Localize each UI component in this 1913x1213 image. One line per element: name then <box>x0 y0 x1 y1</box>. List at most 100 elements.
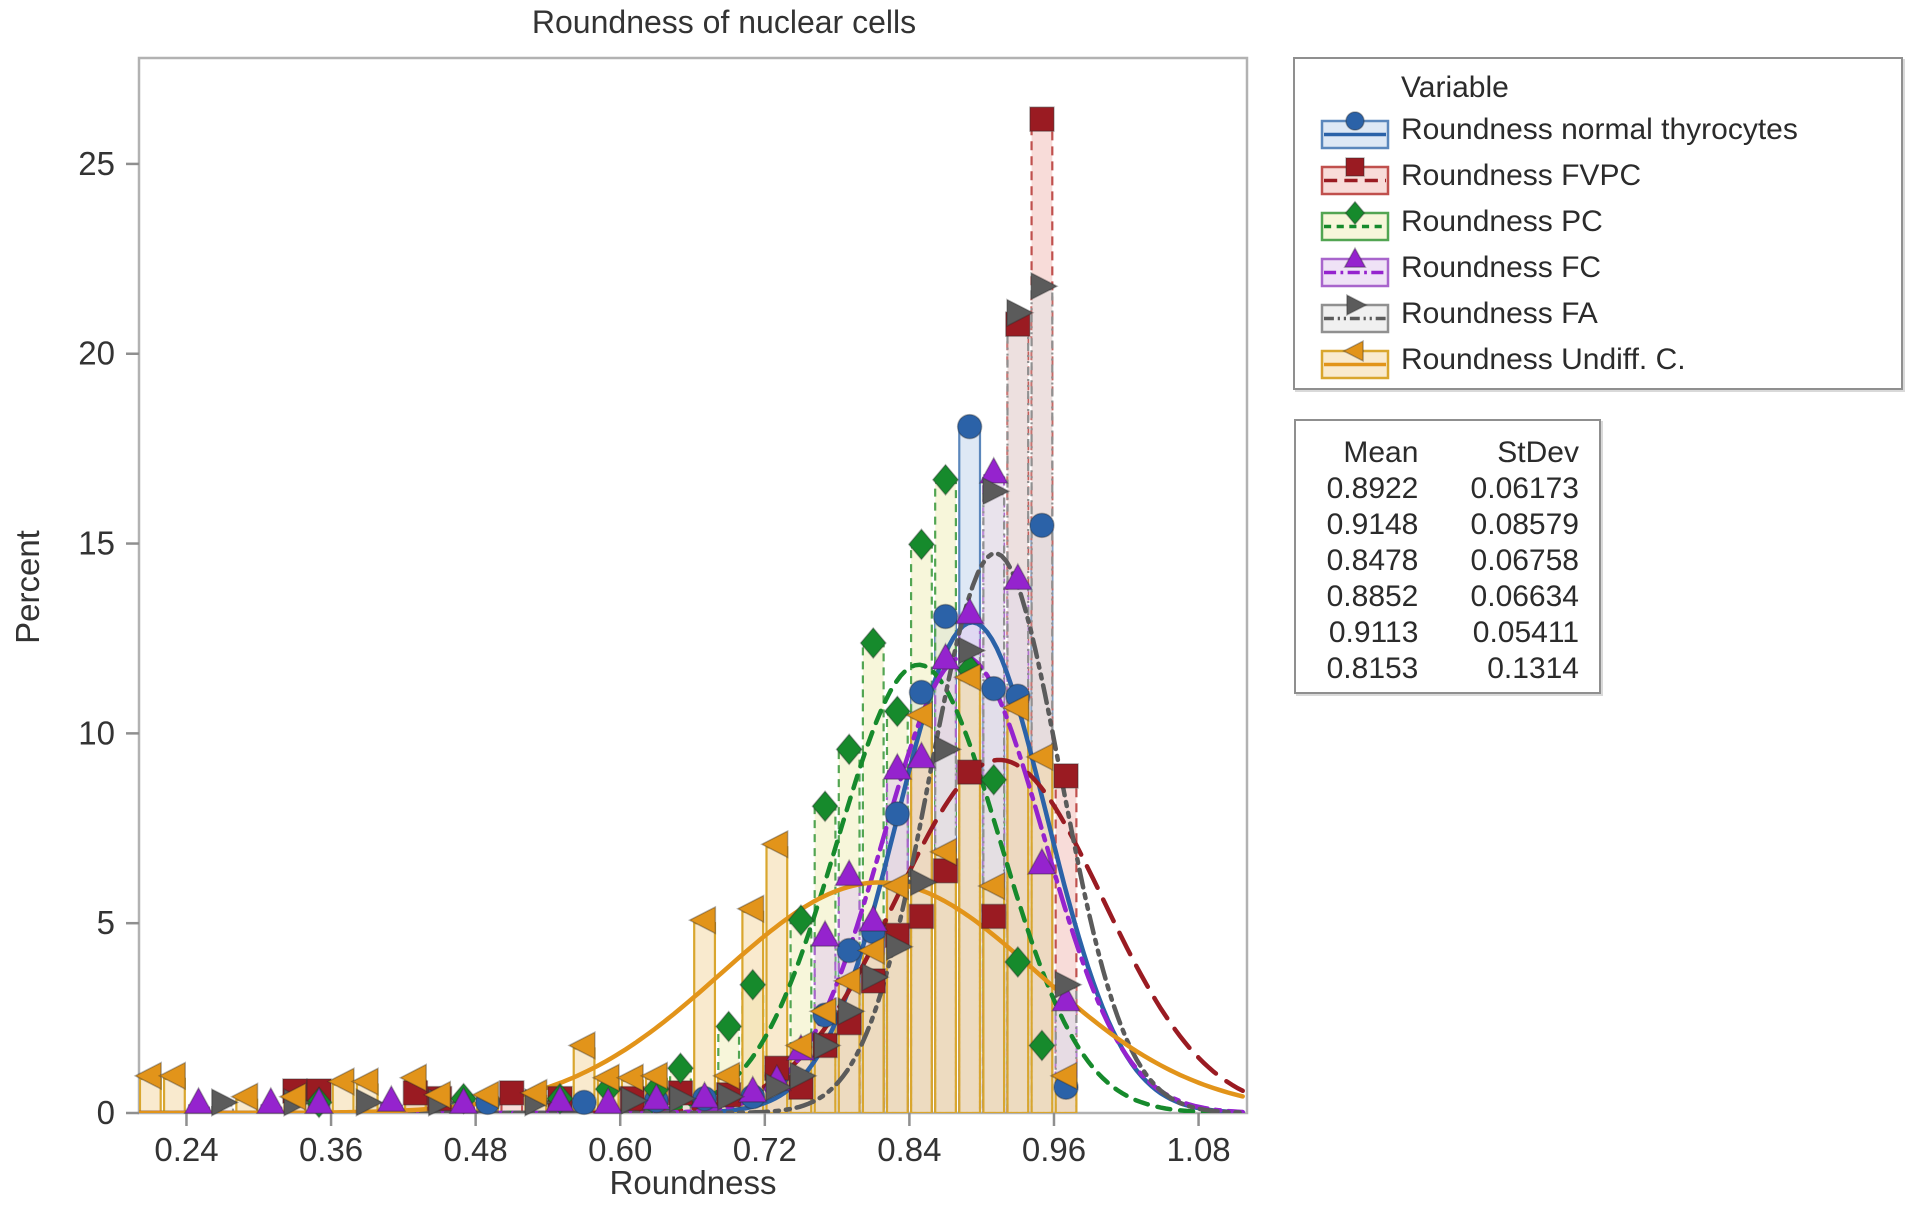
legend: Variable Roundness normal thyrocytes Roun… <box>1293 57 1903 390</box>
legend-item-label: Roundness PC <box>1401 205 1603 238</box>
y-axis-label: Percent <box>9 530 46 644</box>
legend-title: Variable <box>1401 71 1509 104</box>
y-tick-label: 10 <box>78 714 115 751</box>
legend-rows: Roundness normal thyrocytes Roundness FVP… <box>1319 107 1901 383</box>
series-marker-triangle-right <box>909 867 939 897</box>
series-marker-triangle-right <box>837 996 866 1026</box>
series-marker-triangle-right <box>211 1087 240 1117</box>
legend-item: Roundness FA <box>1319 291 1901 337</box>
legend-item: Roundness normal thyrocytes <box>1319 107 1901 153</box>
plot-area <box>137 56 1249 1115</box>
series-marker-diamond <box>1344 200 1366 226</box>
stats-stdev-value: 0.06634 <box>1470 580 1579 613</box>
series-marker-triangle-right <box>668 1084 698 1114</box>
histogram-bar <box>934 853 958 1113</box>
series-marker-triangle-up <box>544 1084 576 1113</box>
series-marker-triangle-left <box>1001 693 1030 723</box>
series-marker-diamond <box>859 626 887 660</box>
markers-roundness-fa <box>211 271 1083 1117</box>
series-marker-triangle-up <box>1002 562 1033 591</box>
legend-item-label: Roundness FC <box>1401 251 1602 284</box>
series-marker-square <box>980 903 1007 930</box>
series-marker-square <box>499 1080 525 1106</box>
y-tick-label: 25 <box>78 145 115 182</box>
stats-stdev-value: 0.1314 <box>1487 652 1579 685</box>
stats-header-stdev: StDev <box>1497 436 1579 469</box>
series-marker-triangle-left <box>904 700 933 730</box>
series-marker-circle <box>980 675 1007 702</box>
axes: 0.24 0.36 0.48 0.60 0.72 0.84 0.96 1.08 0 5 10 15 20… <box>78 145 1230 1168</box>
series-marker-triangle-left <box>928 837 958 867</box>
x-tick-label: 0.24 <box>154 1131 218 1168</box>
x-tick-label: 1.08 <box>1166 1131 1230 1168</box>
legend-item: Roundness FVPC <box>1319 153 1901 199</box>
legend-item-label: Roundness FA <box>1401 297 1598 330</box>
x-tick-label: 0.60 <box>588 1131 652 1168</box>
series-marker-triangle-left <box>687 905 717 935</box>
series-marker-triangle-up <box>593 1086 624 1114</box>
series-marker-circle <box>1029 512 1055 539</box>
legend-item: Roundness FC <box>1319 245 1901 291</box>
series-marker-triangle-right <box>1346 293 1368 317</box>
series-marker-triangle-left <box>471 1080 500 1110</box>
stats-header-mean: Mean <box>1343 436 1419 469</box>
series-marker-diamond <box>787 904 815 937</box>
series-marker-triangle-left <box>1025 742 1054 772</box>
y-tick-label: 5 <box>97 904 115 941</box>
series-marker-triangle-left <box>422 1080 452 1110</box>
stats-rows: 0.8922 0.06173 0.9148 0.08579 0.8478 0.06758 0… <box>1308 471 1579 687</box>
stats-row: 0.8478 0.06758 <box>1308 543 1579 579</box>
series-marker-triangle-right <box>1030 271 1059 301</box>
series-marker-diamond <box>715 1010 743 1043</box>
series-marker-triangle-right <box>982 476 1011 506</box>
series-marker-diamond <box>739 968 767 1001</box>
series-marker-triangle-left <box>230 1082 259 1112</box>
stats-stdev-value: 0.08579 <box>1470 508 1579 541</box>
x-tick-label: 0.36 <box>299 1131 363 1168</box>
x-tick-label: 0.96 <box>1022 1131 1086 1168</box>
legend-swatch-triangle-up <box>1320 246 1390 288</box>
series-marker-circle <box>571 1089 597 1116</box>
x-tick-label: 0.48 <box>444 1131 508 1168</box>
stats-mean-value: 0.9113 <box>1328 616 1419 649</box>
legend-item-label: Roundness normal thyrocytes <box>1401 113 1798 146</box>
series-marker-circle <box>1345 111 1365 131</box>
series-marker-triangle-up <box>882 752 913 780</box>
series-marker-triangle-left <box>278 1082 307 1112</box>
series-marker-triangle-right <box>765 1072 794 1102</box>
series-marker-triangle-up <box>906 740 937 769</box>
series-marker-diamond <box>883 695 911 728</box>
y-tick-label: 0 <box>97 1094 115 1131</box>
y-tick-label: 20 <box>78 335 115 372</box>
series-marker-square <box>1345 157 1365 177</box>
series-marker-triangle-up <box>255 1086 286 1114</box>
series-marker-triangle-right <box>620 1086 649 1115</box>
series-marker-triangle-left <box>567 1031 596 1060</box>
series-marker-circle <box>884 801 911 827</box>
stats-stdev-value: 0.05411 <box>1472 616 1579 649</box>
legend-swatch-square <box>1320 157 1390 196</box>
series-marker-diamond <box>931 463 960 496</box>
series-marker-triangle-left <box>350 1067 379 1096</box>
series-marker-triangle-right <box>958 636 987 666</box>
series-marker-square <box>1053 763 1079 789</box>
stats-row: 0.9148 0.08579 <box>1308 507 1579 543</box>
markers-roundness-undiff.-c. <box>133 662 1078 1112</box>
legend-swatch-triangle-right <box>1320 293 1390 334</box>
series-marker-triangle-left <box>712 1061 741 1091</box>
legend-swatch-circle <box>1320 111 1390 150</box>
stats-mean-value: 0.8153 <box>1326 652 1419 685</box>
series-marker-triangle-left <box>398 1063 427 1093</box>
series-marker-square <box>402 1080 429 1106</box>
stats-mean-value: 0.8922 <box>1326 472 1419 505</box>
series-marker-circle <box>956 413 983 440</box>
series-marker-triangle-left <box>519 1078 548 1108</box>
series-marker-diamond <box>907 528 936 561</box>
stats-row: 0.9113 0.05411 <box>1308 615 1579 651</box>
series-marker-triangle-up <box>978 456 1009 484</box>
fit-curve-roundness-fvpc <box>139 757 1245 1113</box>
series-marker-triangle-up <box>809 919 841 947</box>
series-marker-triangle-left <box>880 871 909 901</box>
series-marker-diamond <box>835 733 863 766</box>
